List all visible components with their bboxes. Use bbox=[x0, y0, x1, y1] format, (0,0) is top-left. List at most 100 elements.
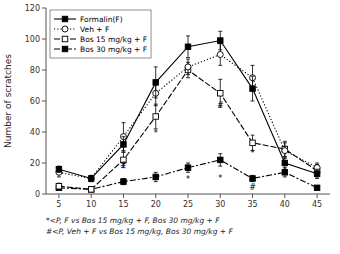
x-tick bbox=[91, 194, 92, 198]
error-bar-cap bbox=[315, 163, 319, 164]
y-tick-label: 120 bbox=[25, 4, 40, 13]
error-bar-cap bbox=[154, 172, 158, 173]
point bbox=[250, 176, 256, 182]
series-line bbox=[59, 41, 317, 179]
point bbox=[250, 86, 256, 92]
error-bar-cap bbox=[251, 76, 255, 77]
error-bar bbox=[154, 67, 158, 98]
point bbox=[282, 170, 288, 176]
error-bar-cap bbox=[154, 181, 158, 182]
point bbox=[217, 52, 223, 58]
y-tick bbox=[42, 132, 46, 133]
annotation: * bbox=[186, 175, 190, 184]
footnote: #<P, Veh + F vs Bos 15 mg/kg, Bos 30 mg/… bbox=[46, 227, 233, 236]
point bbox=[56, 184, 62, 190]
point bbox=[282, 160, 288, 166]
annotation: * bbox=[218, 174, 222, 183]
x-tick bbox=[284, 194, 285, 198]
x-tick-label: 20 bbox=[151, 200, 161, 209]
x-tick-label: 15 bbox=[118, 200, 128, 209]
error-bar bbox=[218, 154, 222, 166]
annotation: # bbox=[249, 183, 256, 192]
error-bar-cap bbox=[154, 97, 158, 98]
error-bar-cap bbox=[186, 59, 190, 60]
series bbox=[56, 154, 320, 192]
error-bar bbox=[154, 172, 158, 181]
point bbox=[218, 91, 224, 97]
error-bar-cap bbox=[121, 122, 125, 123]
error-bar-cap bbox=[186, 35, 190, 36]
series bbox=[56, 44, 320, 182]
y-tick bbox=[42, 101, 46, 102]
error-bar-cap bbox=[186, 77, 190, 78]
x-tick bbox=[58, 194, 59, 198]
error-bar bbox=[186, 62, 190, 78]
point bbox=[121, 142, 127, 148]
error-bar bbox=[121, 179, 125, 185]
error-bar-cap bbox=[283, 141, 287, 142]
chart: 51015202530354045020406080100120Number o… bbox=[0, 0, 340, 254]
legend-marker bbox=[62, 36, 68, 42]
legend-label: Veh + F bbox=[80, 25, 109, 34]
error-bar-cap bbox=[315, 169, 319, 170]
y-tick-label: 20 bbox=[30, 159, 40, 168]
point bbox=[218, 157, 224, 163]
x-tick bbox=[220, 194, 221, 198]
error-bar-cap bbox=[218, 153, 222, 154]
y-tick bbox=[42, 39, 46, 40]
error-bar bbox=[315, 165, 319, 177]
error-bar-cap bbox=[251, 65, 255, 66]
error-bar bbox=[89, 175, 93, 181]
error-bar-cap bbox=[283, 142, 287, 143]
point bbox=[88, 176, 94, 182]
x-tick bbox=[188, 194, 189, 198]
point bbox=[88, 176, 94, 182]
error-bar bbox=[251, 175, 255, 181]
error-bar-cap bbox=[186, 74, 190, 75]
x-tick-label: 25 bbox=[183, 200, 193, 209]
annotation: * bbox=[154, 129, 158, 138]
x-tick-label: 5 bbox=[56, 200, 61, 209]
y-tick-label: 0 bbox=[35, 190, 40, 199]
y-axis-label: Number of scratches bbox=[3, 54, 13, 148]
x-tick bbox=[155, 194, 156, 198]
error-bar bbox=[251, 76, 255, 101]
error-bar-cap bbox=[218, 65, 222, 66]
error-bar-cap bbox=[218, 49, 222, 50]
error-bar-cap bbox=[154, 66, 158, 67]
error-bar bbox=[283, 143, 287, 159]
error-bar bbox=[186, 59, 190, 75]
error-bar bbox=[57, 183, 61, 189]
y-tick bbox=[42, 194, 46, 195]
error-bar bbox=[186, 36, 190, 58]
x-tick-label: 40 bbox=[280, 200, 290, 209]
error-bar bbox=[283, 168, 287, 177]
annotation: # bbox=[217, 101, 224, 110]
legend-marker bbox=[62, 16, 68, 22]
y-tick-label: 40 bbox=[30, 128, 40, 137]
error-bar-cap bbox=[218, 166, 222, 167]
y-tick bbox=[42, 70, 46, 71]
error-bar-cap bbox=[283, 176, 287, 177]
error-bar bbox=[218, 31, 222, 50]
x-tick bbox=[252, 194, 253, 198]
series-line bbox=[59, 55, 317, 179]
annotation: * bbox=[251, 149, 255, 158]
footnote: *<P, F vs Bos 15 mg/kg + F, Bos 30 mg/kg… bbox=[46, 216, 220, 225]
y-tick-label: 100 bbox=[25, 35, 40, 44]
error-bar-cap bbox=[218, 31, 222, 32]
legend-label: Bos 15 mg/kg + F bbox=[80, 35, 147, 44]
error-bar-cap bbox=[283, 156, 287, 157]
point bbox=[250, 140, 256, 146]
point bbox=[153, 174, 159, 180]
legend: Formalin(F)Veh + FBos 15 mg/kg + FBos 30… bbox=[50, 10, 151, 58]
legend-marker bbox=[62, 26, 68, 32]
error-bar bbox=[186, 163, 190, 172]
error-bar bbox=[315, 169, 319, 178]
error-bar-cap bbox=[186, 57, 190, 58]
x-tick-label: 30 bbox=[215, 200, 225, 209]
error-bar-cap bbox=[121, 152, 125, 153]
legend-frame bbox=[50, 10, 151, 58]
y-tick-label: 80 bbox=[30, 66, 40, 75]
point bbox=[185, 64, 191, 70]
